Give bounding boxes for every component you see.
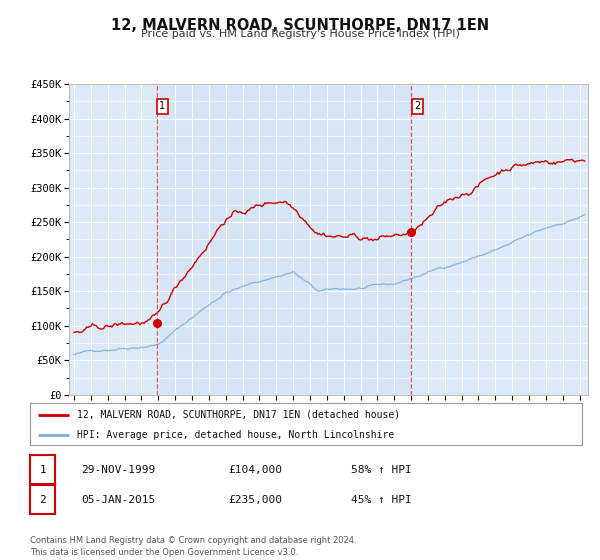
Text: Contains HM Land Registry data © Crown copyright and database right 2024.: Contains HM Land Registry data © Crown c… xyxy=(30,536,356,545)
Text: £235,000: £235,000 xyxy=(228,494,282,505)
Text: Price paid vs. HM Land Registry's House Price Index (HPI): Price paid vs. HM Land Registry's House … xyxy=(140,29,460,39)
Text: 45% ↑ HPI: 45% ↑ HPI xyxy=(351,494,412,505)
Text: 58% ↑ HPI: 58% ↑ HPI xyxy=(351,465,412,475)
Text: 2: 2 xyxy=(39,494,46,505)
Text: This data is licensed under the Open Government Licence v3.0.: This data is licensed under the Open Gov… xyxy=(30,548,298,557)
Text: 1: 1 xyxy=(160,101,166,111)
Text: £104,000: £104,000 xyxy=(228,465,282,475)
Text: 12, MALVERN ROAD, SCUNTHORPE, DN17 1EN: 12, MALVERN ROAD, SCUNTHORPE, DN17 1EN xyxy=(111,18,489,33)
Text: 12, MALVERN ROAD, SCUNTHORPE, DN17 1EN (detached house): 12, MALVERN ROAD, SCUNTHORPE, DN17 1EN (… xyxy=(77,410,400,420)
Text: HPI: Average price, detached house, North Lincolnshire: HPI: Average price, detached house, Nort… xyxy=(77,430,394,440)
Text: 2: 2 xyxy=(414,101,420,111)
Text: 29-NOV-1999: 29-NOV-1999 xyxy=(81,465,155,475)
Text: 05-JAN-2015: 05-JAN-2015 xyxy=(81,494,155,505)
Bar xyxy=(157,84,412,395)
Text: 1: 1 xyxy=(39,465,46,475)
